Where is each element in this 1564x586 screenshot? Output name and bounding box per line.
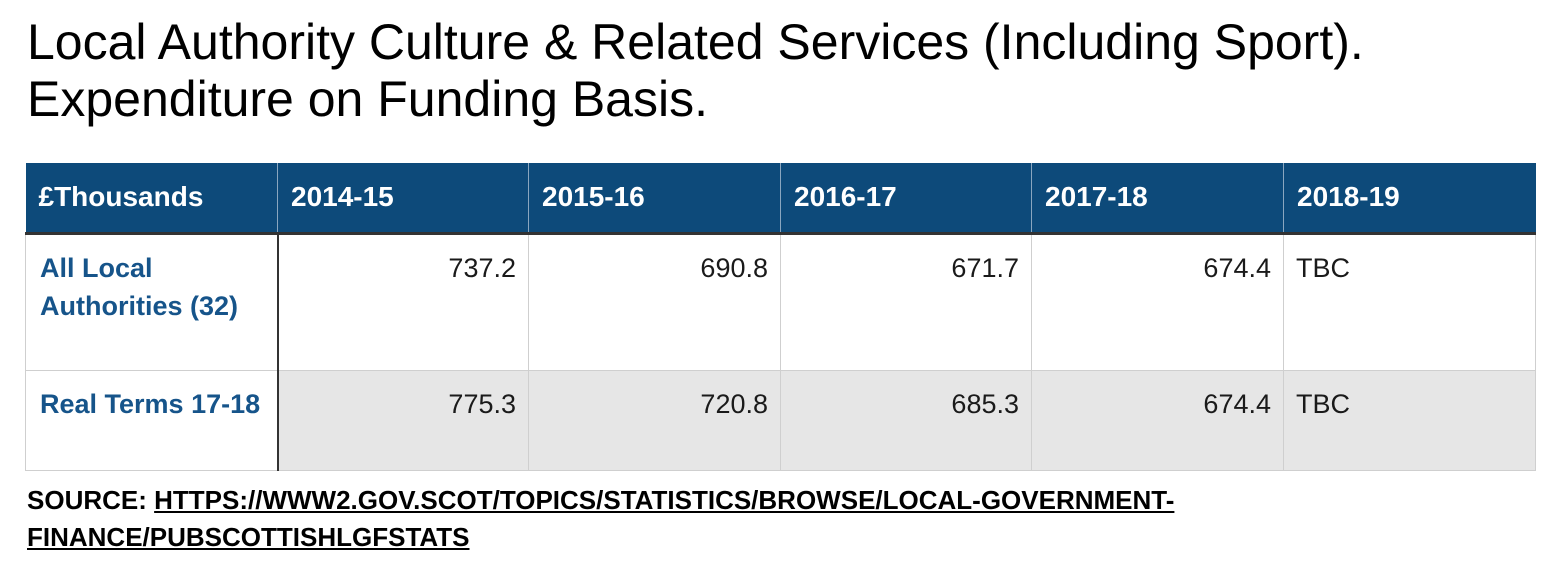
- column-header-2014-15: 2014-15: [277, 163, 529, 235]
- table-cell: 685.3: [780, 369, 1032, 471]
- row-label-real-terms: Real Terms 17-18: [25, 369, 279, 471]
- page-title: Local Authority Culture & Related Servic…: [27, 14, 1364, 127]
- table-header-row: £Thousands 2014-15 2015-16 2016-17 2017-…: [25, 163, 1536, 235]
- table-cell: TBC: [1283, 369, 1536, 471]
- table-cell: TBC: [1283, 232, 1536, 371]
- table-row: All Local Authorities (32) 737.2 690.8 6…: [25, 232, 1536, 371]
- column-header-2016-17: 2016-17: [780, 163, 1032, 235]
- table-cell: 674.4: [1031, 369, 1284, 471]
- table-cell: 674.4: [1031, 232, 1284, 371]
- source-link[interactable]: HTTPS://WWW2.GOV.SCOT/TOPICS/STATISTICS/…: [27, 485, 1175, 552]
- table-row: Real Terms 17-18 775.3 720.8 685.3 674.4…: [25, 369, 1536, 471]
- table-cell: 690.8: [528, 232, 781, 371]
- source-label: SOURCE:: [27, 485, 155, 515]
- column-header-units: £Thousands: [25, 163, 278, 235]
- table-cell: 671.7: [780, 232, 1032, 371]
- row-label-all-local-authorities: All Local Authorities (32): [25, 232, 279, 371]
- column-header-2018-19: 2018-19: [1283, 163, 1536, 235]
- source-note: SOURCE: HTTPS://WWW2.GOV.SCOT/TOPICS/STA…: [27, 482, 1527, 556]
- table-cell: 720.8: [528, 369, 781, 471]
- column-header-2015-16: 2015-16: [528, 163, 781, 235]
- table-cell: 737.2: [277, 232, 529, 371]
- column-header-2017-18: 2017-18: [1031, 163, 1284, 235]
- expenditure-table: £Thousands 2014-15 2015-16 2016-17 2017-…: [25, 163, 1536, 471]
- table-cell: 775.3: [277, 369, 529, 471]
